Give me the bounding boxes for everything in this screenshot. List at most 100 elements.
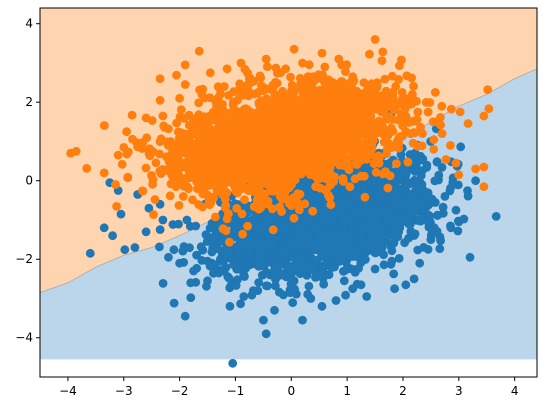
data-point [252,195,262,205]
data-point [263,62,272,71]
data-point [282,98,292,108]
data-point [483,85,493,94]
data-point [236,299,246,309]
data-point [175,258,185,268]
data-point [166,179,176,189]
data-point [437,101,447,111]
data-point [169,298,179,308]
data-point [169,245,179,255]
data-point [348,228,357,238]
data-point [289,284,299,294]
data-point [385,171,395,181]
data-point [413,107,423,117]
data-point [368,242,378,252]
data-point [231,281,241,290]
data-point [417,180,427,190]
data-point [158,215,168,225]
data-point [423,188,433,198]
data-point [219,182,228,192]
data-point [341,290,350,300]
data-point [211,212,220,222]
data-point [180,311,190,321]
data-point [314,223,324,232]
data-point [165,191,175,201]
data-point [386,240,396,250]
data-point [276,260,285,269]
data-point [196,242,206,252]
data-point [130,243,140,252]
series-1 [66,35,494,247]
data-point [120,245,130,255]
data-point [298,315,307,325]
data-point [426,235,436,245]
data-point [356,280,366,290]
data-point [366,234,376,244]
data-point [390,223,400,232]
data-point [323,226,332,236]
data-point [337,252,347,262]
data-point [360,240,370,250]
data-point [265,232,275,242]
data-point [376,194,386,204]
data-point [324,270,334,280]
data-point [263,252,273,261]
data-point [172,118,182,128]
data-point [370,264,380,274]
points-layer [66,35,501,368]
data-point [397,192,407,202]
data-point [465,252,475,262]
data-point [455,107,465,117]
data-point [377,56,387,65]
data-point [401,280,411,290]
data-point [305,177,315,187]
data-point [283,265,292,275]
data-point [182,215,192,225]
data-point [438,202,448,212]
data-point [357,256,367,266]
data-point [394,254,404,263]
data-point [384,230,394,240]
data-point [270,305,279,315]
data-point [380,74,390,84]
data-point [201,230,211,240]
data-point [229,231,239,240]
data-point [305,261,315,271]
data-point [285,176,295,185]
data-point [295,248,305,257]
data-point [247,186,257,196]
data-point [220,203,230,213]
data-point [409,81,418,91]
data-point [236,256,246,266]
data-point [99,223,109,233]
data-point [306,294,316,303]
data-point [269,242,278,252]
data-point [253,231,262,241]
data-point [279,244,288,254]
data-point [237,209,247,219]
data-point [311,198,321,207]
data-point [174,201,184,210]
data-point [432,227,441,237]
data-point [405,220,415,230]
data-point [389,269,399,279]
data-point [327,220,337,230]
data-point [82,164,92,173]
data-point [248,241,257,251]
data-point [463,191,473,201]
data-point [289,213,299,223]
data-point [409,274,419,284]
data-point [149,210,158,220]
data-point [178,192,188,201]
data-point [433,211,442,220]
data-point [365,146,375,156]
data-point [337,221,347,230]
data-point [208,243,218,253]
data-point [376,239,385,248]
data-point [277,207,286,216]
data-point [430,176,440,186]
data-point [271,281,280,291]
data-point [289,234,299,244]
data-point [365,49,374,59]
data-point [338,177,348,186]
data-point [386,123,396,133]
